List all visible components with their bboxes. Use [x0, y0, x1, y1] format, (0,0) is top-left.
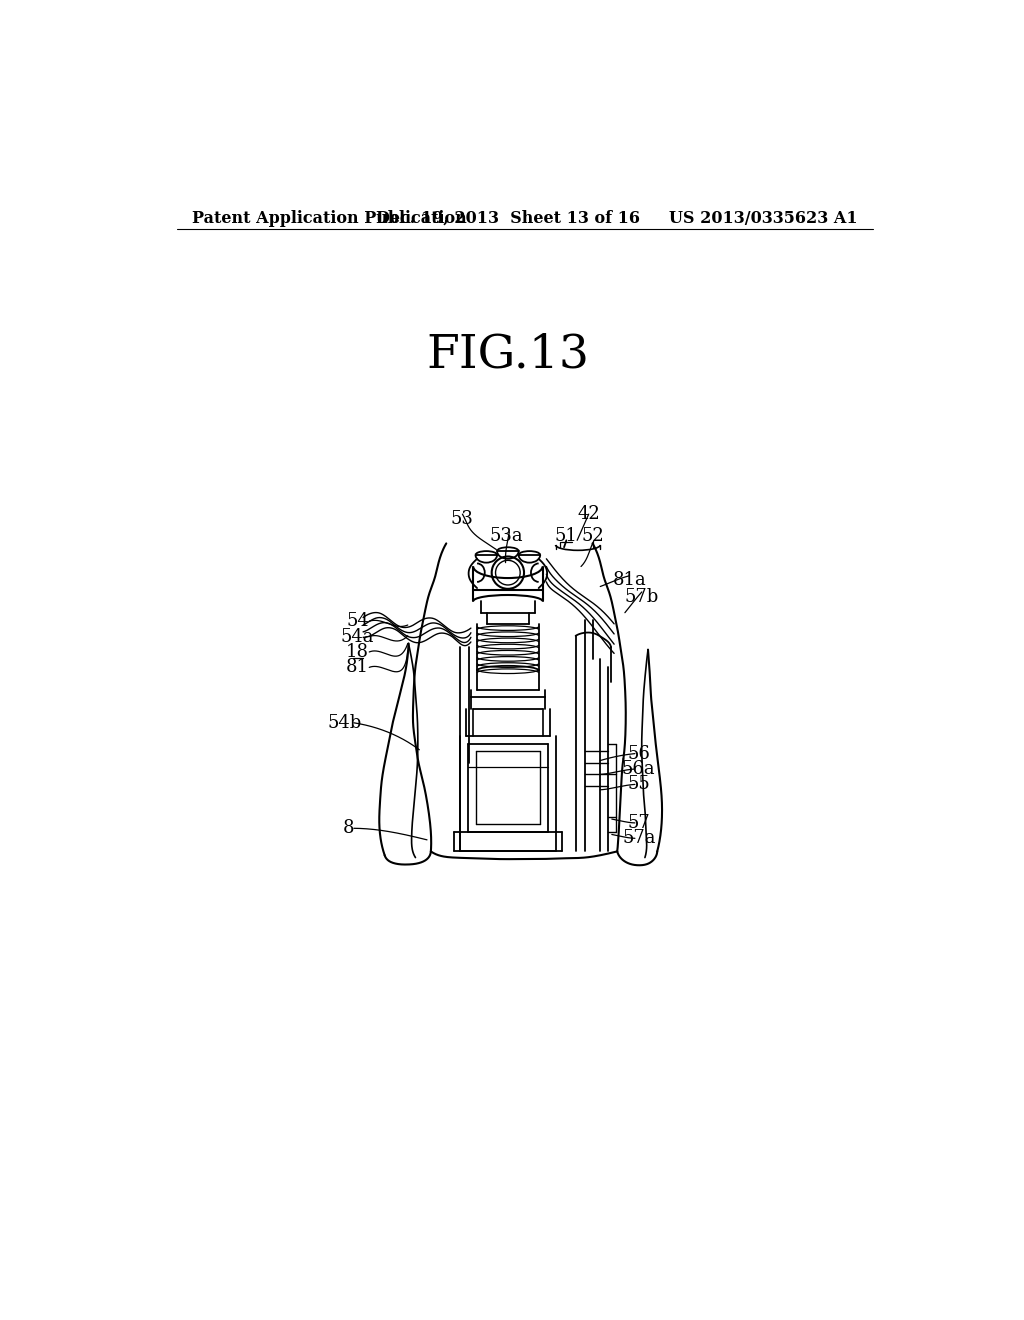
Text: 81a: 81a — [612, 572, 646, 589]
Text: 81: 81 — [346, 659, 370, 676]
Text: 54a: 54a — [341, 627, 375, 645]
Text: 55: 55 — [628, 775, 650, 793]
Text: 8: 8 — [343, 820, 354, 837]
Text: 54b: 54b — [328, 714, 361, 731]
Text: Dec. 19, 2013  Sheet 13 of 16: Dec. 19, 2013 Sheet 13 of 16 — [376, 210, 640, 227]
Text: 54: 54 — [346, 612, 369, 630]
Text: FIG.13: FIG.13 — [426, 333, 590, 378]
Text: 18: 18 — [346, 643, 370, 661]
Text: 57b: 57b — [625, 587, 659, 606]
Text: 53: 53 — [451, 510, 474, 528]
Text: 51: 51 — [555, 527, 578, 545]
Text: 57: 57 — [628, 814, 650, 832]
Text: Patent Application Publication: Patent Application Publication — [193, 210, 467, 227]
Text: US 2013/0335623 A1: US 2013/0335623 A1 — [669, 210, 857, 227]
Text: 52: 52 — [582, 527, 605, 545]
Text: 57a: 57a — [622, 829, 655, 847]
Text: 53a: 53a — [489, 528, 523, 545]
Text: 56a: 56a — [622, 760, 655, 777]
Text: 42: 42 — [578, 506, 600, 523]
Text: 56: 56 — [628, 744, 650, 763]
